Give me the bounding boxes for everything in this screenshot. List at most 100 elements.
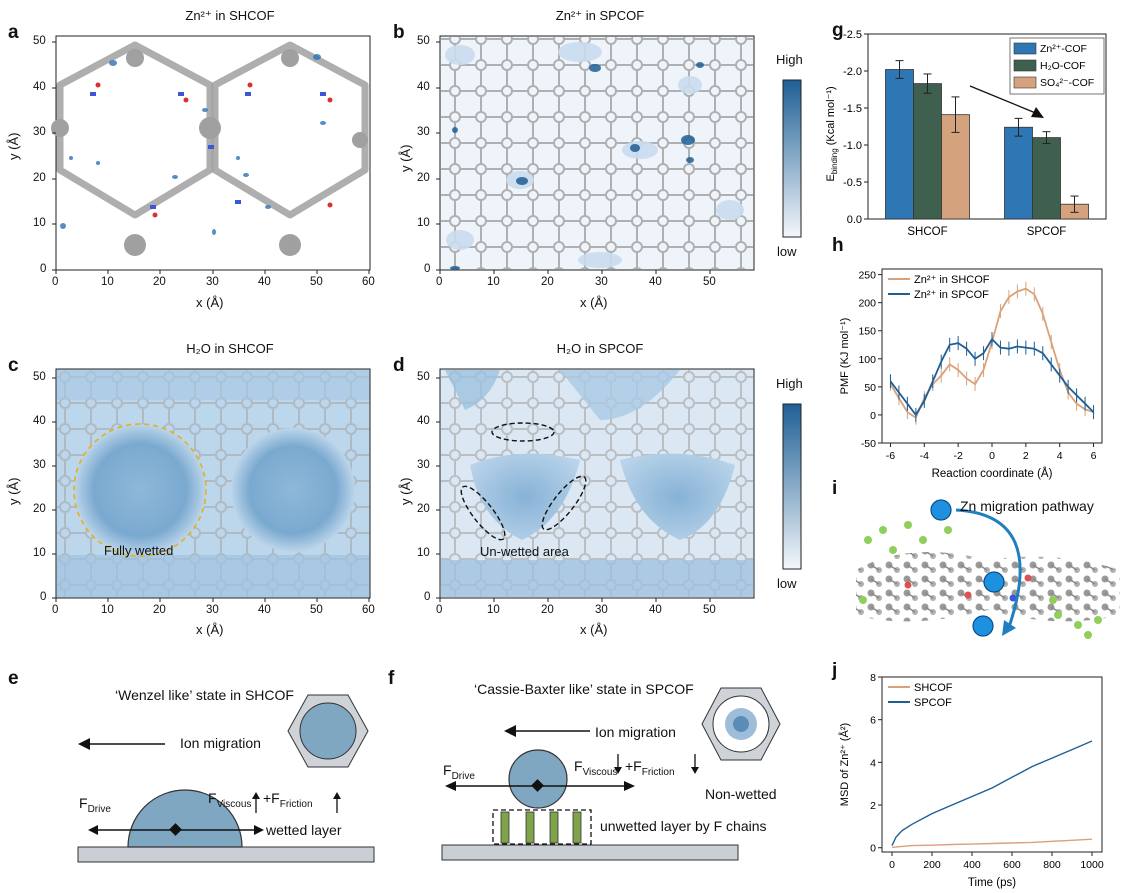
h-ytick-label: 250 — [858, 270, 876, 282]
panel-e-schematic — [77, 694, 375, 863]
panel-c-plot — [55, 368, 371, 599]
wetted-droplet — [127, 789, 243, 848]
h-xtick-label: -2 — [953, 450, 962, 462]
h-xtick-label: -6 — [886, 450, 895, 462]
d-xtick-5: 50 — [703, 604, 716, 616]
h-ytick-label: 150 — [858, 326, 876, 338]
h-ytick-label: -50 — [861, 438, 876, 450]
panel-f-fdrive: FDrive — [443, 762, 475, 782]
h-legend-label: Zn²⁺ in SHCOF — [914, 274, 990, 286]
zn-ion-2 — [983, 571, 1005, 593]
panel-c-title: H₂O in SHCOF — [186, 341, 274, 356]
d-ytick-0: 0 — [424, 591, 431, 603]
b-xtick-3: 30 — [595, 276, 608, 288]
b-xtick-5: 50 — [703, 276, 716, 288]
panel-a-title: Zn²⁺ in SHCOF — [185, 8, 275, 23]
j-xtick-label: 1000 — [1080, 859, 1104, 871]
zn-ion-1 — [930, 499, 952, 521]
g-ytick-label: -0.5 — [843, 177, 862, 189]
substrate-e — [77, 846, 375, 863]
h-ytick-label: 0 — [870, 410, 876, 422]
j-legend-label: SPCOF — [914, 697, 952, 709]
c-xlabel: x (Å) — [196, 622, 224, 637]
panel-f-layer: unwetted layer by F chains — [600, 818, 767, 834]
h-series-0 — [889, 287, 1094, 420]
c-xtick-0: 0 — [52, 604, 59, 616]
a-xtick-6: 60 — [362, 276, 375, 288]
g-ytick-label: 0.0 — [847, 214, 862, 226]
a-ytick-4: 40 — [33, 81, 46, 93]
d-ytick-3: 30 — [417, 459, 430, 471]
cassie-droplet — [508, 749, 568, 809]
panel-letter-a: a — [8, 22, 19, 43]
b-ytick-0: 0 — [424, 263, 431, 275]
d-ytick-2: 20 — [417, 503, 430, 515]
d-xtick-0: 0 — [436, 604, 443, 616]
h-xtick-label: 0 — [989, 450, 995, 462]
g-bar-1-0 — [913, 83, 942, 220]
d-xtick-2: 20 — [541, 604, 554, 616]
a-xtick-5: 50 — [310, 276, 323, 288]
c-ytick-3: 30 — [33, 459, 46, 471]
panel-e-layer: wetted layer — [266, 822, 342, 838]
j-series-0 — [891, 838, 1093, 848]
panel-e-fviscous: FViscous — [208, 790, 252, 810]
g-legend-label: SO₄²⁻-COF — [1040, 77, 1094, 89]
a-ytick-3: 30 — [33, 126, 46, 138]
j-ytick-label: 2 — [870, 800, 876, 812]
panel-letter-d: d — [393, 355, 405, 376]
colorbar-top — [782, 79, 802, 238]
panel-e-migration: Ion migration — [180, 735, 261, 751]
panel-f-nonwet: Non-wetted — [705, 786, 777, 802]
fluorine-atoms — [859, 521, 1102, 639]
j-xtick-label: 800 — [1043, 859, 1061, 871]
d-xlabel: x (Å) — [580, 622, 608, 637]
j-series-1 — [891, 740, 1093, 846]
h-ylabel: PMF (KJ mol⁻¹) — [839, 318, 851, 395]
f-chain-pillars — [500, 811, 582, 844]
a-ytick-5: 50 — [33, 35, 46, 47]
g-ytick-label: -2.0 — [843, 66, 862, 78]
d-ytick-5: 50 — [417, 371, 430, 383]
unwetted-area-label: Un-wetted area — [480, 544, 569, 559]
panel-e-fdrive: FDrive — [79, 795, 111, 815]
d-xtick-1: 10 — [487, 604, 500, 616]
j-legend-label: SHCOF — [914, 682, 953, 694]
h-legend-label: Zn²⁺ in SPCOF — [914, 289, 989, 301]
fully-wetted-circle — [73, 423, 207, 557]
d-ytick-1: 10 — [417, 547, 430, 559]
j-xtick-label: 400 — [963, 859, 981, 871]
g-bar-0-0 — [885, 69, 914, 220]
g-ytick-label: -2.5 — [843, 29, 862, 41]
g-legend-swatch — [1013, 76, 1037, 89]
b-ytick-5: 50 — [417, 35, 430, 47]
d-xtick-3: 30 — [595, 604, 608, 616]
h-ytick-label: 100 — [858, 354, 876, 366]
unwetted-ellipse-top — [491, 422, 555, 442]
d-ylabel: y (Å) — [398, 477, 413, 505]
panel-f-fviscous: FViscous — [574, 758, 618, 778]
colorbar-bottom — [782, 403, 802, 570]
a-xtick-0: 0 — [52, 276, 59, 288]
g-category-label: SPCOF — [1027, 226, 1067, 238]
h-xtick-label: 4 — [1057, 450, 1063, 462]
g-legend-swatch — [1013, 42, 1037, 55]
panel-letter-j: j — [832, 660, 838, 681]
d-xtick-4: 40 — [649, 604, 662, 616]
b-ytick-4: 40 — [417, 81, 430, 93]
panel-f-migration: Ion migration — [595, 724, 676, 740]
panel-letter-c: c — [8, 355, 19, 376]
a-xtick-1: 10 — [101, 276, 114, 288]
a-xtick-2: 20 — [153, 276, 166, 288]
density-maps — [51, 35, 802, 602]
c-ytick-1: 10 — [33, 547, 46, 559]
b-ytick-2: 20 — [417, 172, 430, 184]
j-plot-frame — [881, 676, 1103, 853]
colorbar-bottom-high: High — [776, 376, 803, 391]
chart-g: -2.5 -2.0 -1.5 -1.0 -0.5 0.0 SHCOF SPCOF Zn²⁺-CO… — [825, 29, 1107, 238]
g-legend-swatch — [1013, 59, 1037, 72]
c-xtick-5: 50 — [310, 604, 323, 616]
g-trend-arrow — [969, 85, 1039, 115]
unwetted-ellipse-right — [541, 475, 587, 531]
a-ytick-0: 0 — [40, 263, 47, 275]
